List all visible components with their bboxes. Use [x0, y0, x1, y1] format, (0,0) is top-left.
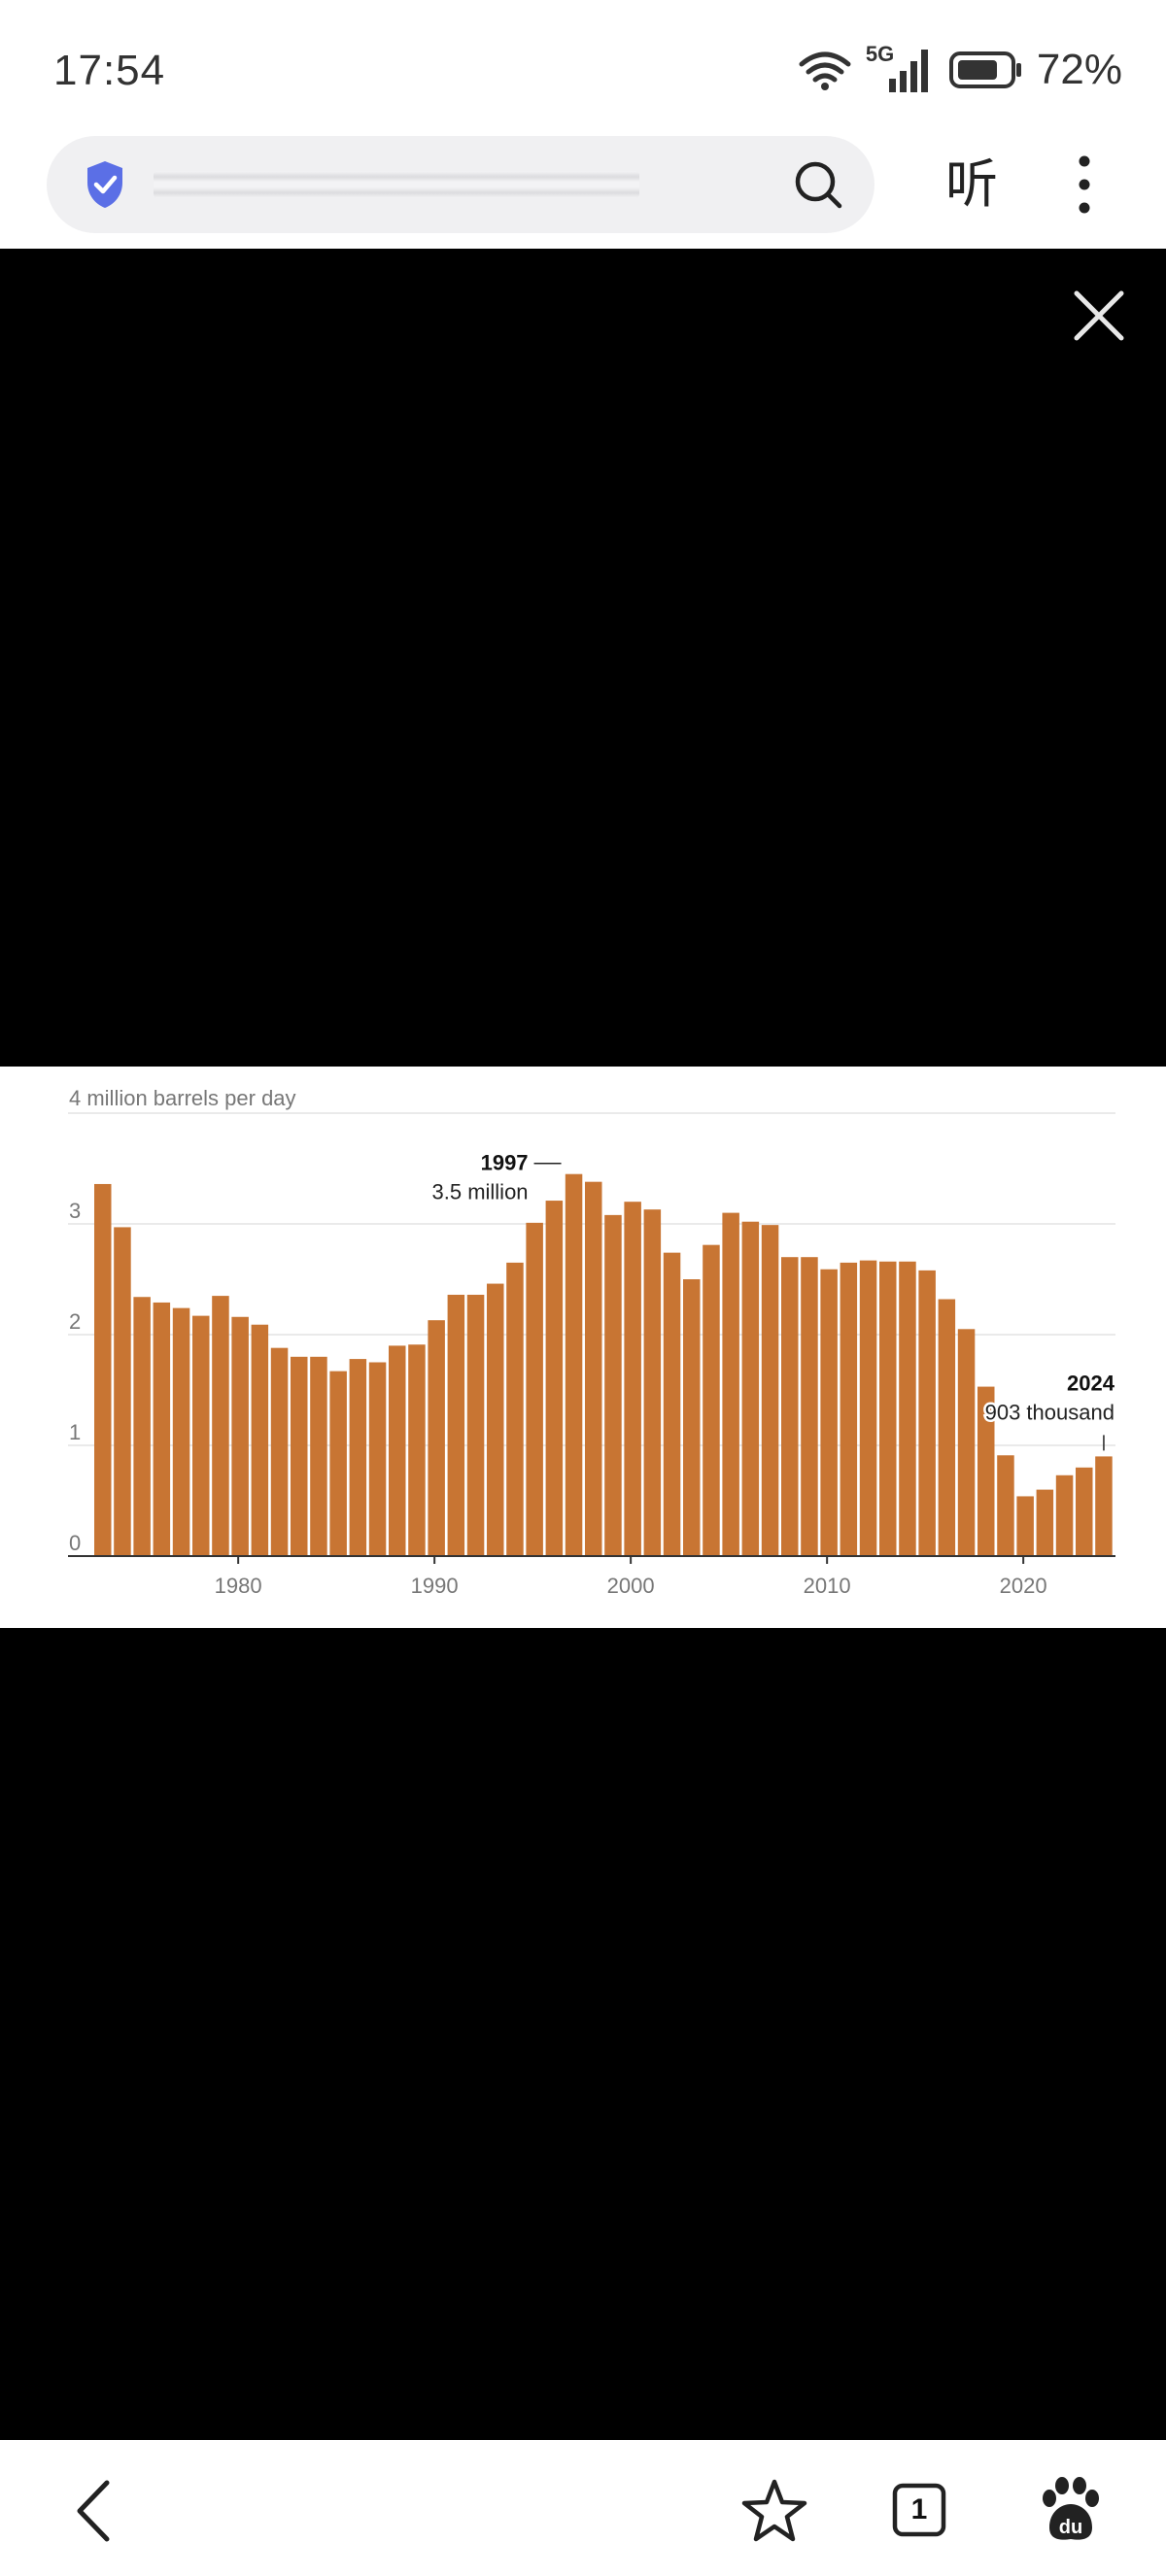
bar-1987	[368, 1362, 387, 1556]
bar-2010	[820, 1269, 838, 1556]
bar-1974	[114, 1227, 131, 1556]
bar-2024	[1095, 1456, 1113, 1556]
y-tick-label: 1	[69, 1420, 81, 1444]
cell-signal-icon: 5G	[866, 42, 936, 94]
x-tick-label: 2010	[804, 1574, 851, 1598]
bar-2019	[997, 1455, 1014, 1556]
url-text-redacted[interactable]	[154, 171, 639, 198]
bar-1999	[604, 1214, 622, 1556]
bar-1981	[251, 1324, 269, 1556]
bar-2017	[957, 1329, 976, 1556]
shield-check-icon	[87, 161, 122, 208]
bar-1980	[231, 1316, 249, 1556]
bar-1976	[153, 1302, 171, 1556]
bar-1991	[447, 1294, 465, 1556]
bar-1993	[487, 1283, 504, 1556]
bar-2006	[741, 1221, 760, 1556]
status-time: 17:54	[53, 47, 166, 94]
y-tick-label: 0	[69, 1531, 81, 1555]
bar-2021	[1036, 1489, 1054, 1556]
bar-2008	[781, 1257, 799, 1556]
bar-2007	[761, 1225, 779, 1556]
oil-production-bar-chart: 0 1 2 3 4 million barrels per day 1980 1990 200…	[68, 1086, 1116, 1598]
annotation-value: 903 thousand	[985, 1400, 1115, 1424]
annotation-value: 3.5 million	[432, 1180, 529, 1204]
x-tick-label: 2020	[1000, 1574, 1047, 1598]
bar-1978	[192, 1315, 210, 1556]
bar-1996	[545, 1201, 564, 1556]
bar-1983	[291, 1356, 308, 1556]
bar-1982	[270, 1347, 289, 1556]
bar-2022	[1055, 1474, 1074, 1556]
bar-1984	[310, 1356, 327, 1556]
bar-2003	[683, 1279, 701, 1556]
address-bar[interactable]	[47, 136, 874, 233]
more-vertical-icon[interactable]	[1065, 153, 1104, 216]
y-tick-label: 3	[69, 1199, 81, 1223]
x-tick-label: 1990	[411, 1574, 459, 1598]
bar-2011	[840, 1262, 858, 1556]
tab-count: 1	[910, 2493, 928, 2525]
bar-1989	[408, 1344, 426, 1556]
bar-2000	[624, 1202, 641, 1556]
network-type: 5G	[865, 42, 895, 66]
x-tick-label: 2000	[607, 1574, 655, 1598]
bar-1973	[94, 1183, 112, 1556]
bar-1979	[212, 1296, 229, 1556]
battery-percent: 72%	[1036, 46, 1122, 93]
bar-2004	[703, 1244, 720, 1556]
status-indicators: 5G 72%	[798, 42, 1122, 97]
bar-1975	[133, 1297, 151, 1556]
annotation-year: 2024	[1067, 1371, 1115, 1395]
bar-1988	[389, 1345, 406, 1556]
search-icon[interactable]	[791, 157, 845, 212]
svg-text:du: du	[1059, 2517, 1082, 2538]
bar-2013	[879, 1261, 897, 1556]
y-tick-label: 4 million barrels per day	[69, 1086, 296, 1110]
tabs-button[interactable]: 1	[892, 2483, 946, 2537]
bar-2002	[663, 1252, 681, 1556]
close-icon[interactable]	[1071, 288, 1127, 344]
y-tick-label: 2	[69, 1309, 81, 1334]
chart-image[interactable]: 0 1 2 3 4 million barrels per day 1980 1990 200…	[0, 1067, 1166, 1628]
bar-2005	[722, 1212, 739, 1556]
bar-2009	[801, 1257, 818, 1556]
annotation-year: 1997	[481, 1151, 529, 1175]
status-bar: 17:54 5G 72%	[0, 0, 1166, 136]
bar-2015	[918, 1270, 936, 1556]
bar-2001	[643, 1209, 662, 1556]
bar-2018	[977, 1386, 995, 1556]
bar-2012	[859, 1260, 877, 1556]
bar-1995	[526, 1222, 543, 1556]
bar-2014	[899, 1261, 916, 1556]
bar-1992	[466, 1294, 485, 1556]
tabs-icon	[892, 2483, 946, 2537]
x-tick-label: 1980	[215, 1574, 262, 1598]
bar-2020	[1016, 1496, 1034, 1556]
star-icon[interactable]	[740, 2477, 808, 2545]
listen-button[interactable]: 听	[945, 153, 998, 215]
battery-icon	[948, 51, 1021, 88]
back-arrow-icon[interactable]	[62, 2477, 130, 2545]
bar-1977	[172, 1307, 190, 1556]
wifi-icon	[799, 51, 851, 90]
bar-2023	[1076, 1467, 1093, 1556]
bottom-navigation: 1 du	[0, 2440, 1166, 2576]
bar-2016	[938, 1299, 956, 1556]
bar-1986	[349, 1359, 367, 1556]
bar-1994	[506, 1262, 524, 1556]
bar-1997	[565, 1173, 583, 1556]
bar-1990	[428, 1320, 445, 1556]
bar-1985	[329, 1371, 347, 1556]
baidu-paw-icon[interactable]: du	[1036, 2475, 1106, 2545]
bar-1998	[585, 1181, 602, 1556]
